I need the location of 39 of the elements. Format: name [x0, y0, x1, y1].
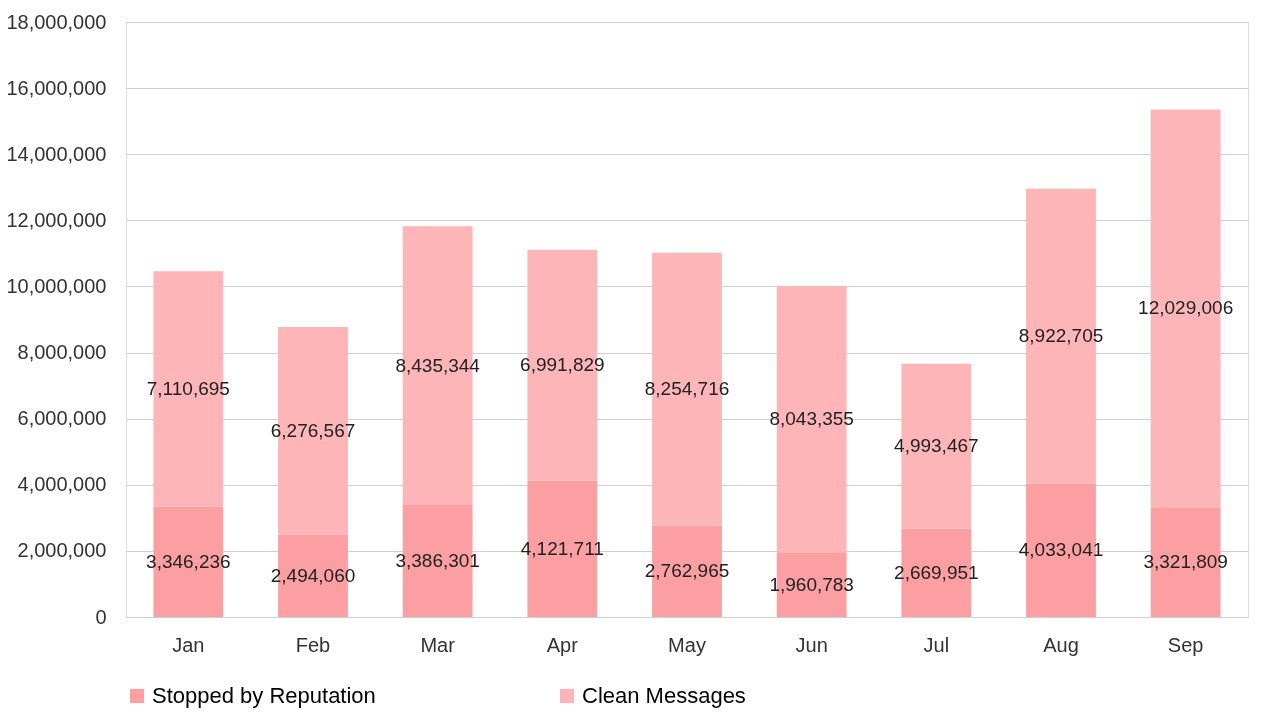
y-tick-label: 8,000,000	[17, 341, 107, 364]
data-label: 1,960,783	[769, 573, 854, 595]
data-label: 4,121,711	[520, 537, 604, 559]
data-label: 3,346,236	[146, 550, 231, 572]
x-tick-label: Aug	[1043, 633, 1079, 656]
x-tick-label: Jul	[923, 633, 950, 656]
data-label: 8,043,355	[769, 408, 854, 430]
y-tick-label: 16,000,000	[6, 76, 107, 99]
y-tick-label: 14,000,000	[6, 142, 107, 165]
x-tick-label: Apr	[546, 633, 579, 656]
y-tick-label: 4,000,000	[17, 473, 107, 496]
data-label: 2,494,060	[270, 564, 356, 586]
y-tick-label: 6,000,000	[17, 407, 107, 430]
data-label: 4,993,467	[894, 435, 979, 457]
data-label: 2,762,965	[644, 560, 730, 582]
x-tick-label: Jan	[172, 633, 205, 656]
y-tick-label: 10,000,000	[6, 274, 107, 297]
data-label: 7,110,695	[146, 377, 230, 399]
data-label: 8,435,344	[395, 354, 481, 376]
data-label: 8,254,716	[644, 378, 730, 400]
legend-label: Stopped by Reputation	[152, 683, 376, 708]
data-label: 8,922,705	[1018, 325, 1104, 347]
x-tick-label: Mar	[420, 633, 456, 656]
y-tick-label: 12,000,000	[6, 208, 107, 231]
legend-label: Clean Messages	[582, 683, 746, 708]
data-label: 12,029,006	[1138, 297, 1234, 319]
y-tick-label: 2,000,000	[17, 539, 107, 562]
y-tick-label: 18,000,000	[6, 10, 107, 33]
x-tick-label: Sep	[1167, 633, 1204, 656]
x-tick-label: Feb	[295, 633, 331, 656]
y-tick-label: 0	[95, 605, 107, 628]
data-label: 4,033,041	[1018, 539, 1104, 561]
data-label: 6,991,829	[520, 354, 605, 376]
data-label: 6,276,567	[270, 419, 356, 441]
data-label: 3,386,301	[395, 550, 480, 572]
x-tick-label: May	[668, 633, 706, 656]
x-tick-label: Jun	[795, 633, 828, 656]
data-label: 3,321,809	[1143, 551, 1228, 573]
data-label: 2,669,951	[894, 561, 979, 583]
